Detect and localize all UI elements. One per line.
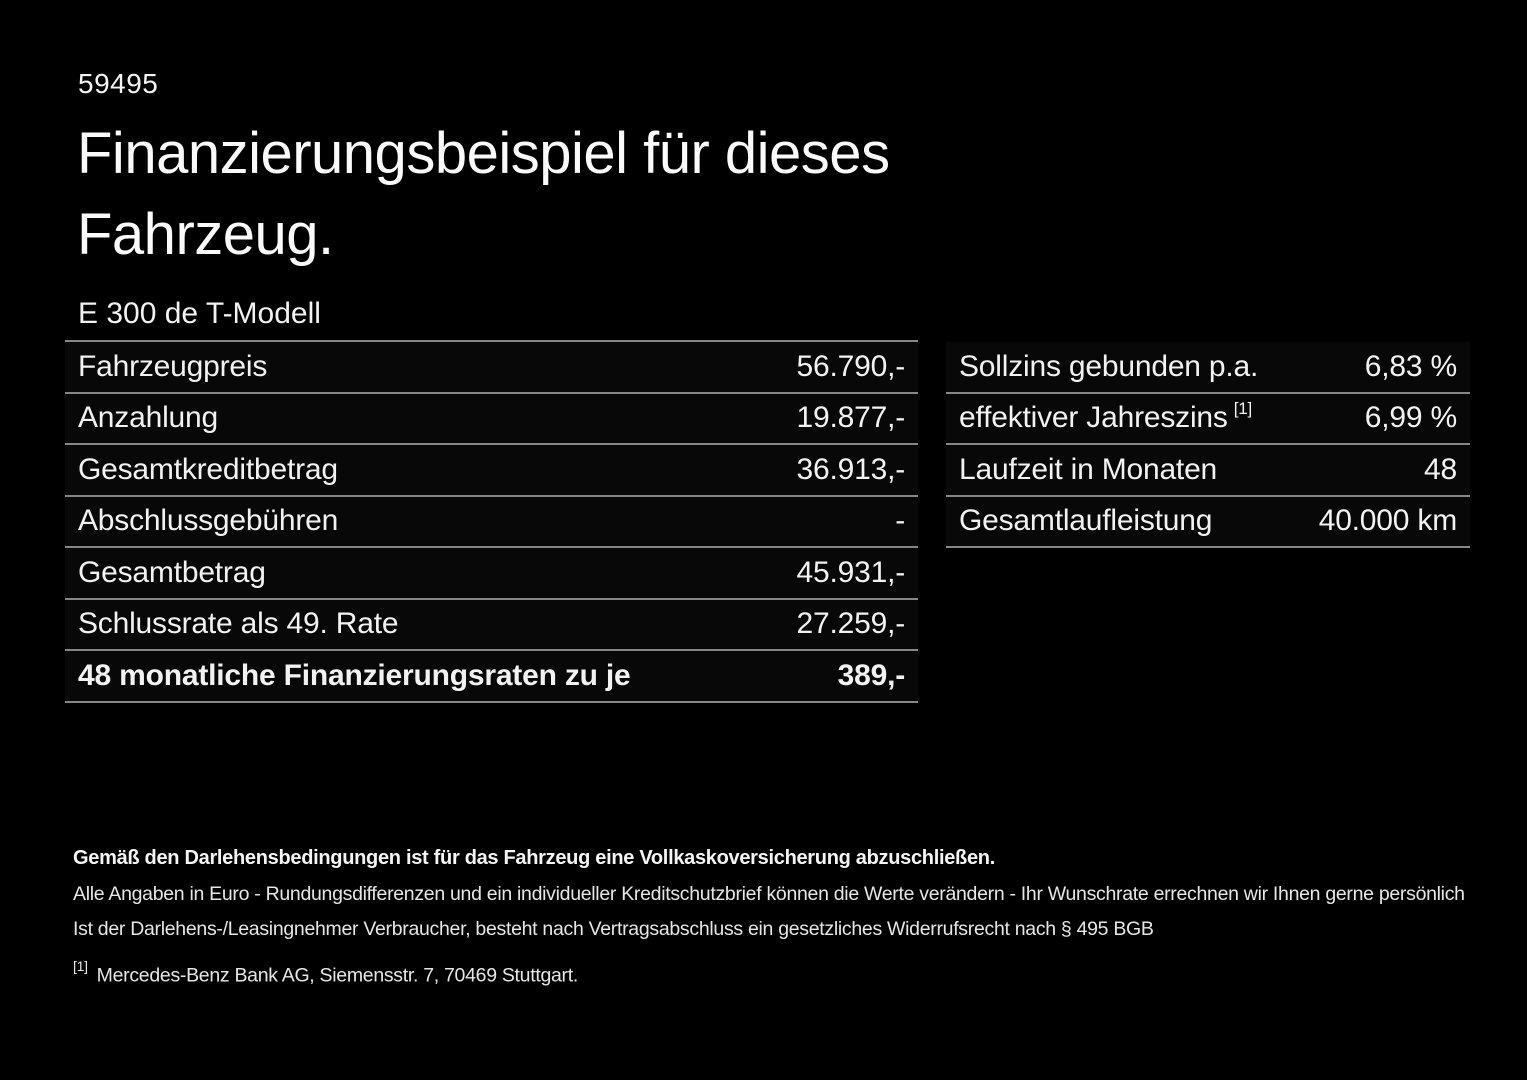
row-value: 6,83 % xyxy=(1364,349,1457,383)
page-title: Finanzierungsbeispiel für dieses Fahrzeu… xyxy=(77,113,890,275)
table-row-fahrzeugpreis: Fahrzeugpreis 56.790,- xyxy=(65,342,918,394)
bank-footnote: [1] Mercedes-Benz Bank AG, Siemensstr. 7,… xyxy=(73,958,1473,988)
row-label: effektiver Jahreszins [1] xyxy=(959,399,1253,435)
row-label: Gesamtlaufleistung xyxy=(959,504,1213,538)
table-row-gesamtkreditbetrag: Gesamtkreditbetrag 36.913,- xyxy=(65,445,918,497)
row-label: Gesamtkreditbetrag xyxy=(78,452,338,486)
footnote-marker: [1] xyxy=(1233,399,1253,419)
disclaimer-note: Alle Angaben in Euro - Rundungsdifferenz… xyxy=(73,883,1465,905)
row-label: 48 monatliche Finanzierungsraten zu je xyxy=(78,658,631,692)
row-value: 48 xyxy=(1424,452,1457,486)
withdrawal-note: Ist der Darlehens-/Leasingnehmer Verbrau… xyxy=(73,918,1154,940)
row-label-text: effektiver Jahreszins xyxy=(959,401,1228,435)
page-title-line-2: Fahrzeug. xyxy=(77,202,334,267)
vehicle-model: E 300 de T-Modell xyxy=(78,297,321,330)
footnote-text: Mercedes-Benz Bank AG, Siemensstr. 7, 70… xyxy=(96,964,579,987)
table-row-schlussrate: Schlussrate als 49. Rate 27.259,- xyxy=(65,600,918,651)
row-value: 45.931,- xyxy=(796,555,906,589)
row-label: Schlussrate als 49. Rate xyxy=(78,607,399,641)
row-value: 27.259,- xyxy=(796,607,906,641)
footer-notes: Gemäß den Darlehensbedingungen ist für d… xyxy=(73,847,1473,988)
row-label: Fahrzeugpreis xyxy=(78,349,268,383)
loan-terms-table: Sollzins gebunden p.a. 6,83 % effektiver… xyxy=(946,342,1470,548)
row-label: Gesamtbetrag xyxy=(78,555,266,589)
table-row-effektiver-jahreszins: effektiver Jahreszins [1] 6,99 % xyxy=(946,394,1470,445)
table-row-gesamtbetrag: Gesamtbetrag 45.931,- xyxy=(65,548,918,600)
table-row-gesamtlaufleistung: Gesamtlaufleistung 40.000 km xyxy=(946,497,1470,548)
page-title-line-1: Finanzierungsbeispiel für dieses xyxy=(77,121,890,186)
table-row-monatsrate: 48 monatliche Finanzierungsraten zu je 3… xyxy=(65,651,918,703)
row-label: Sollzins gebunden p.a. xyxy=(959,349,1259,383)
row-value: 6,99 % xyxy=(1364,401,1457,435)
table-row-laufzeit: Laufzeit in Monaten 48 xyxy=(946,445,1470,497)
row-value: 36.913,- xyxy=(796,452,906,486)
table-row-sollzins: Sollzins gebunden p.a. 6,83 % xyxy=(946,342,1470,394)
row-label: Laufzeit in Monaten xyxy=(959,452,1218,486)
table-row-abschlussgebuehren: Abschlussgebühren - xyxy=(65,497,918,548)
row-value: 56.790,- xyxy=(796,349,906,383)
document-id: 59495 xyxy=(78,68,159,99)
finance-details-table: Fahrzeugpreis 56.790,- Anzahlung 19.877,… xyxy=(65,340,918,703)
row-value: - xyxy=(895,504,905,538)
table-row-anzahlung: Anzahlung 19.877,- xyxy=(65,394,918,445)
row-value: 389,- xyxy=(837,658,906,692)
footnote-marker: [1] xyxy=(73,958,88,974)
row-label: Anzahlung xyxy=(78,401,218,435)
row-value: 19.877,- xyxy=(796,401,906,435)
row-label: Abschlussgebühren xyxy=(78,504,339,538)
insurance-note: Gemäß den Darlehensbedingungen ist für d… xyxy=(73,847,995,869)
row-value: 40.000 km xyxy=(1318,504,1457,538)
